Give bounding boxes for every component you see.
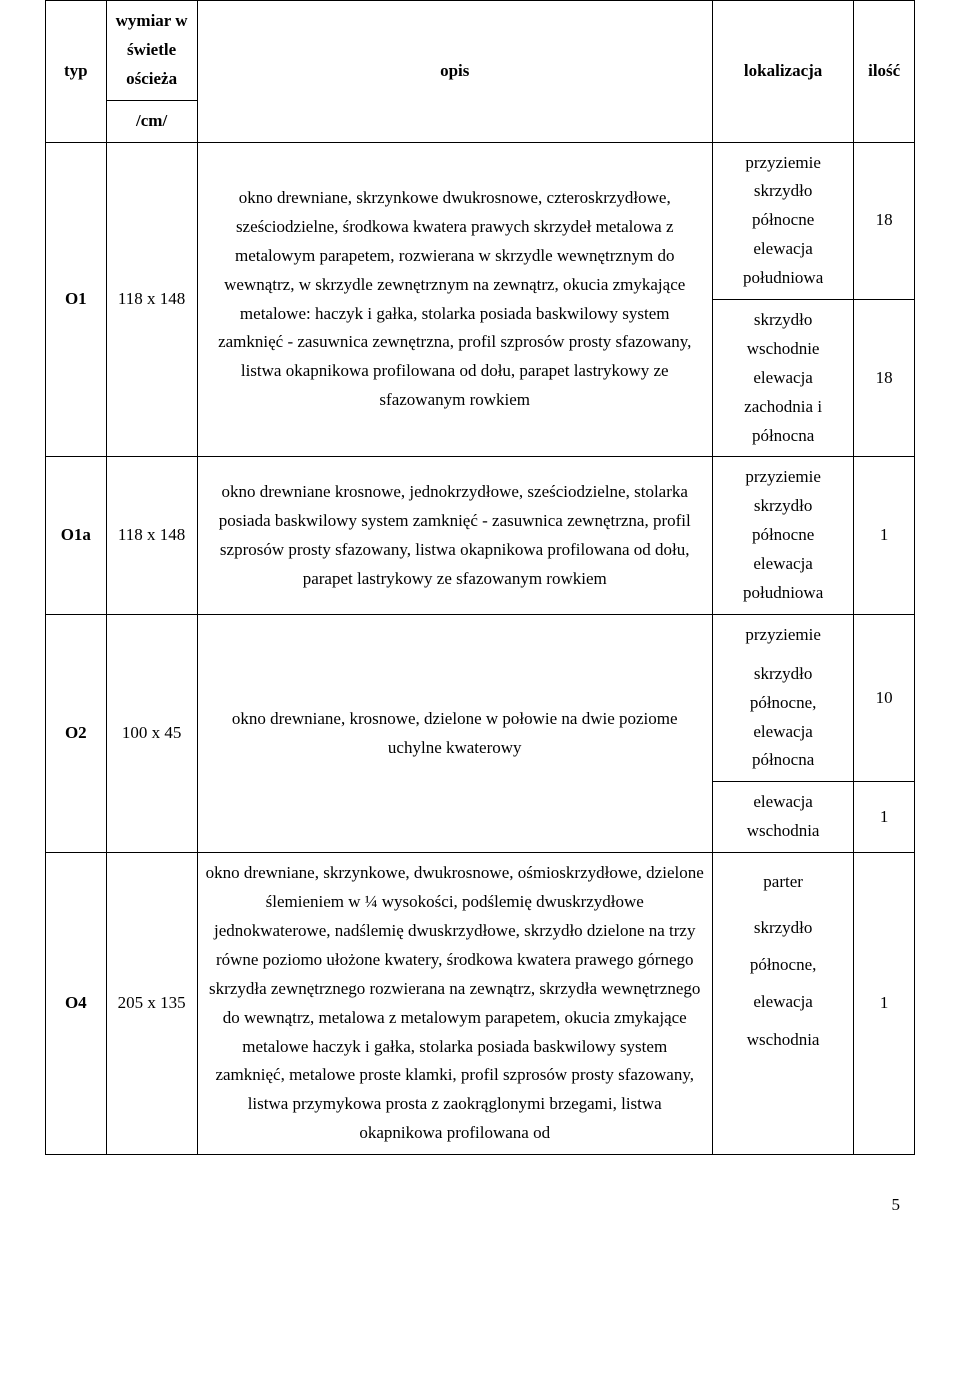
table-row: O1 118 x 148 okno drewniane, skrzynkowe … <box>46 142 915 299</box>
table-row: O1a 118 x 148 okno drewniane krosnowe, j… <box>46 457 915 614</box>
header-dim: wymiar w świetle ościeża <box>106 1 197 101</box>
page-number: 5 <box>0 1155 960 1235</box>
cell-typ: O2 <box>46 614 107 852</box>
cell-lok-line: parter <box>721 863 845 900</box>
header-lok: lokalizacja <box>712 1 853 143</box>
cell-typ: O1 <box>46 142 107 457</box>
cell-lok: skrzydło wschodnie elewacja zachodnia i … <box>712 300 853 457</box>
header-typ: typ <box>46 1 107 143</box>
cell-dim: 100 x 45 <box>106 614 197 852</box>
cell-lok-line: wschodnia <box>721 1021 845 1058</box>
data-table: typ wymiar w świetle ościeża opis lokali… <box>45 0 915 1155</box>
header-dim-unit: /cm/ <box>106 100 197 142</box>
cell-ilosc: 1 <box>854 853 915 1155</box>
cell-typ: O1a <box>46 457 107 614</box>
cell-lok-line: północne, <box>721 946 845 983</box>
cell-ilosc: 10 <box>854 614 915 781</box>
cell-opis: okno drewniane, skrzynkowe, dwukrosnowe,… <box>197 853 712 1155</box>
table-header-row: typ wymiar w świetle ościeża opis lokali… <box>46 1 915 101</box>
cell-lok: elewacja wschodnia <box>712 782 853 853</box>
cell-ilosc: 18 <box>854 300 915 457</box>
cell-dim: 118 x 148 <box>106 142 197 457</box>
cell-lok: przyziemie skrzydło północne elewacja po… <box>712 142 853 299</box>
cell-lok: przyziemie skrzydło północne, elewacja p… <box>712 614 853 781</box>
header-opis: opis <box>197 1 712 143</box>
cell-lok: parter skrzydło północne, elewacja wscho… <box>712 853 853 1155</box>
cell-opis: okno drewniane, skrzynkowe dwukrosnowe, … <box>197 142 712 457</box>
cell-lok-line: elewacja <box>721 983 845 1020</box>
cell-lok-line: skrzydło <box>721 909 845 946</box>
cell-opis: okno drewniane krosnowe, jednokrzydłowe,… <box>197 457 712 614</box>
cell-lok-line: skrzydło północne, elewacja północna <box>721 660 845 776</box>
table-row: O4 205 x 135 okno drewniane, skrzynkowe,… <box>46 853 915 1155</box>
cell-ilosc: 18 <box>854 142 915 299</box>
cell-ilosc: 1 <box>854 782 915 853</box>
cell-dim: 118 x 148 <box>106 457 197 614</box>
cell-dim: 205 x 135 <box>106 853 197 1155</box>
table-row: O2 100 x 45 okno drewniane, krosnowe, dz… <box>46 614 915 781</box>
cell-ilosc: 1 <box>854 457 915 614</box>
cell-lok: przyziemie skrzydło północne elewacja po… <box>712 457 853 614</box>
cell-lok-line: przyziemie <box>721 621 845 650</box>
header-ilosc: ilość <box>854 1 915 143</box>
cell-opis: okno drewniane, krosnowe, dzielone w poł… <box>197 614 712 852</box>
cell-typ: O4 <box>46 853 107 1155</box>
